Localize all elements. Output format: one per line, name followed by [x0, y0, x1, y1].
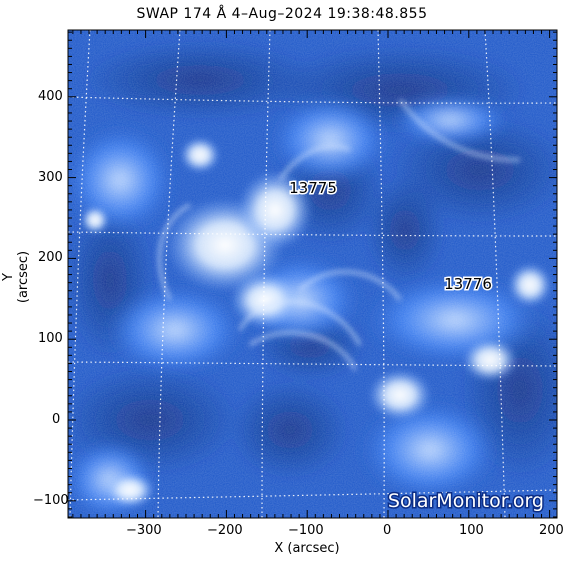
y-tick-label: −100: [33, 493, 69, 508]
figure-title: SWAP 174 Å 4–Aug–2024 19:38:48.855: [136, 6, 428, 22]
euv-image: [68, 30, 557, 518]
region-label-13776: 13776: [444, 275, 492, 293]
x-tick-label: 0: [383, 523, 392, 538]
watermark: SolarMonitor.org: [388, 490, 544, 512]
y-tick-label: 100: [38, 331, 63, 346]
x-tick-label: −100: [288, 523, 324, 538]
y-axis-label: Y (arcsec): [1, 250, 31, 304]
x-tick-label: 200: [539, 523, 564, 538]
x-axis-label: X (arcsec): [274, 541, 340, 556]
axis-ticks: [68, 30, 557, 518]
plot-frame: [67, 29, 558, 519]
y-tick-label: 0: [52, 412, 61, 427]
region-label-13775: 13775: [289, 179, 337, 197]
x-tick-label: 100: [459, 523, 484, 538]
y-tick-label: 200: [38, 250, 63, 265]
x-tick-label: −300: [126, 523, 162, 538]
y-tick-label: 300: [38, 170, 63, 185]
y-tick-label: 400: [38, 89, 63, 104]
x-tick-label: −200: [207, 523, 243, 538]
heliographic-grid: [68, 30, 557, 518]
